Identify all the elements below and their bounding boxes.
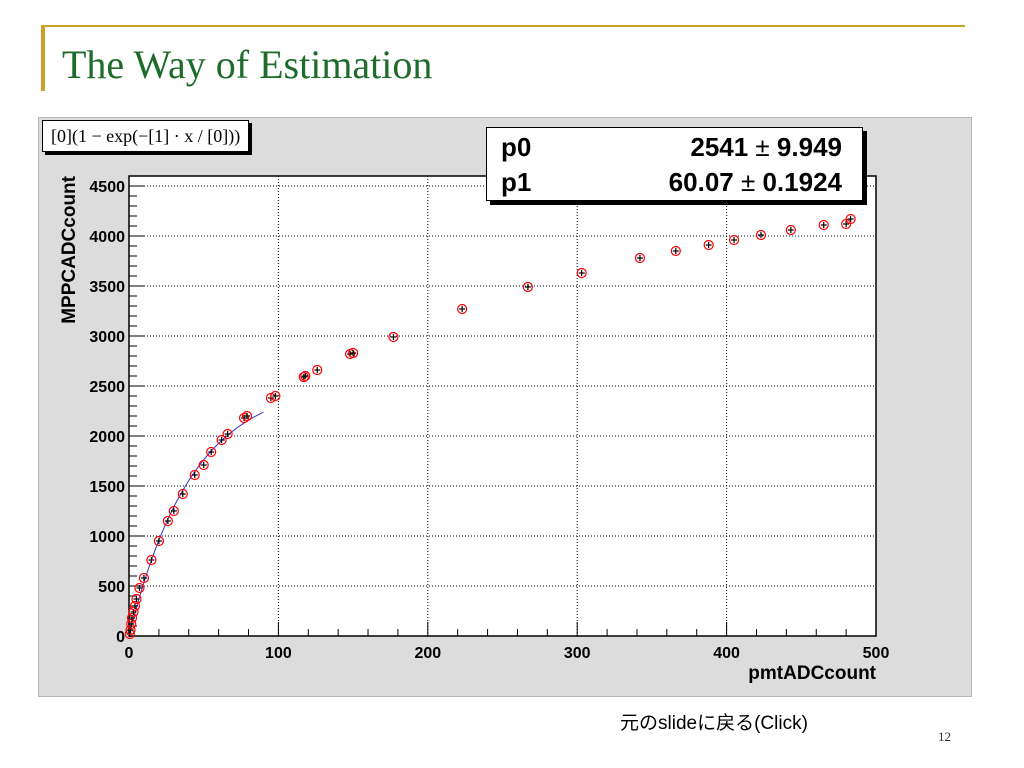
data-point [703, 239, 714, 251]
data-point [134, 582, 145, 594]
x-tick-label: 500 [863, 645, 890, 662]
data-point [576, 267, 587, 279]
data-point [129, 600, 141, 612]
data-point [300, 370, 311, 382]
x-axis-title: pmtADCcount [748, 663, 876, 684]
data-point [206, 446, 217, 458]
scatter-plot: 0 100 200 300 400 500 0 500 1000 1500 2000 2500 3000… [59, 175, 890, 684]
y-tick-label: 1500 [89, 479, 125, 496]
data-point [818, 219, 829, 231]
y-tick-label: 3000 [89, 329, 125, 346]
data-point [138, 572, 150, 584]
data-point [222, 428, 233, 440]
data-point [125, 624, 136, 636]
stat-name-p0: p0 [501, 132, 532, 162]
data-point [177, 488, 188, 500]
data-point [312, 364, 323, 376]
data-point [728, 234, 740, 246]
x-tick-label: 0 [125, 645, 134, 662]
data-point [162, 515, 173, 527]
data-point [146, 554, 157, 566]
x-tick-label: 300 [564, 645, 591, 662]
y-tick-label: 4000 [89, 229, 125, 246]
data-point [126, 618, 137, 630]
y-tick-label: 500 [98, 579, 125, 596]
y-tick-label: 1000 [89, 529, 125, 546]
stat-name-p1: p1 [501, 167, 532, 197]
x-tick-label: 100 [265, 645, 292, 662]
data-point [785, 224, 796, 236]
slide-title: The Way of Estimation [62, 42, 433, 87]
data-point [168, 505, 179, 517]
data-point [348, 347, 359, 359]
data-point [457, 303, 468, 315]
y-tick-label: 2500 [89, 379, 125, 396]
plot-canvas: 0 100 200 300 400 500 0 500 1000 1500 2000 2500 3000… [38, 117, 972, 697]
x-tick-label: 200 [414, 645, 441, 662]
data-point [388, 331, 399, 343]
data-point [198, 459, 209, 471]
fit-function-label: [0](1 − exp(−[1] · x / [0])) [42, 120, 250, 152]
data-point [634, 252, 646, 264]
data-point [241, 410, 253, 422]
plot-frame-background [129, 176, 876, 636]
y-tick-label: 2000 [89, 429, 125, 446]
data-point [298, 371, 309, 383]
y-tick-label: 3500 [89, 279, 125, 296]
stat-p1-value: 60.07 [668, 167, 734, 197]
data-point [522, 281, 533, 293]
page-number: 12 [938, 729, 951, 744]
stat-value-p1: 60.07 ± 0.1924 [669, 164, 842, 200]
back-to-slide-link[interactable]: 元のslideに戻る(Click) [620, 713, 808, 734]
title-accent-bar [41, 25, 45, 91]
x-tick-label: 400 [713, 645, 740, 662]
fit-stats-box: p0 2541 ± 9.949 p1 60.07 ± 0.1924 [486, 127, 863, 201]
stat-row-p1: p1 60.07 ± 0.1924 [487, 164, 862, 200]
data-point [670, 245, 681, 257]
data-point [126, 612, 138, 624]
data-point [238, 412, 250, 424]
stat-p1-error: 0.1924 [762, 167, 842, 197]
data-point [270, 390, 281, 402]
data-point [216, 434, 227, 446]
data-point [189, 469, 200, 481]
data-point [128, 606, 139, 618]
stat-row-p0: p0 2541 ± 9.949 [487, 129, 862, 165]
y-tick-label: 0 [116, 629, 125, 646]
stat-p0-value: 2541 [690, 132, 749, 162]
plus-minus-symbol: ± [733, 167, 763, 197]
stat-p0-error: 9.949 [776, 132, 842, 162]
y-tick-label: 4500 [89, 179, 125, 196]
data-point [131, 593, 142, 605]
stat-value-p0: 2541 ± 9.949 [690, 129, 842, 165]
data-point [153, 535, 164, 547]
title-rule [41, 25, 965, 27]
data-point [845, 213, 856, 225]
data-point [755, 229, 767, 241]
y-axis-title: MPPCADCcount [59, 175, 80, 323]
plus-minus-symbol: ± [748, 132, 777, 162]
